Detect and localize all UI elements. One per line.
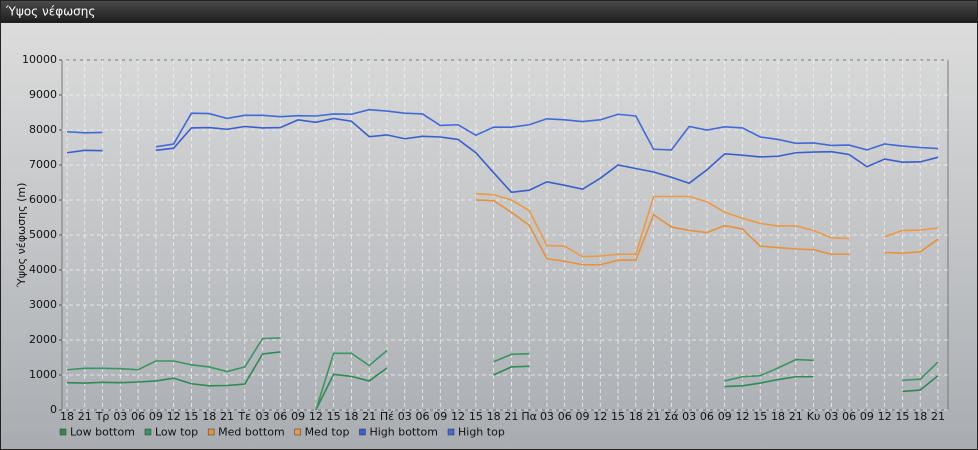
y-tick-label: 2000 bbox=[29, 333, 57, 346]
series-line bbox=[66, 351, 281, 387]
series-line bbox=[155, 117, 939, 194]
legend-label: High top bbox=[458, 426, 505, 439]
x-tick-label: 18 bbox=[60, 410, 74, 423]
series-line bbox=[902, 361, 939, 382]
legend-swatch bbox=[144, 428, 152, 436]
header-bar bbox=[1, 1, 977, 22]
series-line bbox=[155, 108, 939, 151]
x-tick-label: 21 bbox=[362, 410, 376, 423]
x-tick-label: 03 bbox=[113, 410, 127, 423]
x-tick-label: 06 bbox=[558, 410, 572, 423]
series-line bbox=[724, 375, 814, 388]
x-tick-label: 06 bbox=[273, 410, 287, 423]
x-tick-label: 21 bbox=[78, 410, 92, 423]
y-tick-label: 8000 bbox=[29, 123, 57, 136]
x-tick-label: 15 bbox=[753, 410, 767, 423]
x-tick-label: 03 bbox=[824, 410, 838, 423]
series-line bbox=[475, 199, 850, 266]
x-tick-label: Κυ bbox=[807, 410, 821, 423]
x-tick-label: 21 bbox=[789, 410, 803, 423]
series-line bbox=[884, 238, 939, 255]
x-tick-label: 21 bbox=[647, 410, 661, 423]
series-line bbox=[724, 358, 814, 382]
x-tick-label: 03 bbox=[398, 410, 412, 423]
x-tick-label: 06 bbox=[842, 410, 856, 423]
series-line bbox=[475, 192, 850, 258]
x-tick-label: 03 bbox=[682, 410, 696, 423]
legend-label: Med top bbox=[305, 426, 350, 439]
x-tick-label: 18 bbox=[771, 410, 785, 423]
x-tick-label: 09 bbox=[860, 410, 874, 423]
x-tick-label: 18 bbox=[629, 410, 643, 423]
y-tick-label: 9000 bbox=[29, 88, 57, 101]
y-tick-label: 0 bbox=[50, 403, 57, 416]
y-tick-label: 6000 bbox=[29, 193, 57, 206]
x-tick-label: 12 bbox=[593, 410, 607, 423]
series-line bbox=[66, 337, 281, 373]
series-line bbox=[315, 367, 388, 411]
y-axis-label: Ύψος νέφωσης (m) bbox=[15, 183, 28, 289]
x-tick-label: 15 bbox=[469, 410, 483, 423]
y-tick-label: 5000 bbox=[29, 228, 57, 241]
x-tick-label: 21 bbox=[504, 410, 518, 423]
x-tick-label: 09 bbox=[718, 410, 732, 423]
series-line bbox=[493, 365, 530, 376]
series-line bbox=[66, 130, 103, 134]
y-tick-label: 3000 bbox=[29, 298, 57, 311]
x-tick-label: 06 bbox=[416, 410, 430, 423]
x-tick-label: Σά bbox=[664, 410, 678, 423]
x-tick-label: 21 bbox=[220, 410, 234, 423]
y-tick-label: 7000 bbox=[29, 158, 57, 171]
x-tick-label: 15 bbox=[327, 410, 341, 423]
x-tick-label: 12 bbox=[878, 410, 892, 423]
legend-swatch bbox=[447, 428, 455, 436]
x-tick-label: 09 bbox=[575, 410, 589, 423]
x-tick-label: 21 bbox=[931, 410, 945, 423]
x-tick-label: 03 bbox=[540, 410, 554, 423]
x-tick-label: Τρ bbox=[95, 410, 110, 423]
x-tick-label: 18 bbox=[344, 410, 358, 423]
y-tick-label: 1000 bbox=[29, 368, 57, 381]
x-tick-label: Πα bbox=[521, 410, 537, 423]
x-tick-label: 12 bbox=[451, 410, 465, 423]
x-tick-label: 18 bbox=[202, 410, 216, 423]
legend-swatch bbox=[294, 428, 301, 436]
x-tick-label: Πέ bbox=[380, 410, 394, 423]
x-tick-label: 09 bbox=[433, 410, 447, 423]
series-line bbox=[884, 227, 939, 238]
legend-label: Low top bbox=[155, 426, 198, 439]
x-tick-label: 12 bbox=[309, 410, 323, 423]
x-tick-label: 06 bbox=[700, 410, 714, 423]
series-line bbox=[902, 375, 939, 393]
chart-background bbox=[1, 23, 977, 449]
x-tick-label: 15 bbox=[184, 410, 198, 423]
series-line bbox=[315, 349, 388, 411]
x-tick-label: 03 bbox=[256, 410, 270, 423]
x-tick-label: 18 bbox=[913, 410, 927, 423]
legend-label: Med bottom bbox=[218, 426, 285, 439]
x-tick-label: 06 bbox=[131, 410, 145, 423]
x-tick-label: 15 bbox=[611, 410, 625, 423]
x-tick-label: 18 bbox=[487, 410, 501, 423]
chart-title: Ύψος νέφωσης bbox=[5, 5, 95, 19]
legend-swatch bbox=[359, 428, 366, 436]
y-tick-label: 4000 bbox=[29, 263, 57, 276]
legend-label: Low bottom bbox=[70, 426, 135, 439]
x-tick-label: 09 bbox=[149, 410, 163, 423]
legend-swatch bbox=[207, 428, 215, 436]
x-tick-label: 09 bbox=[291, 410, 305, 423]
series-line bbox=[66, 149, 103, 154]
legend-label: High bottom bbox=[369, 426, 438, 439]
legend-swatch bbox=[59, 428, 67, 436]
x-tick-label: 12 bbox=[167, 410, 181, 423]
x-tick-label: 15 bbox=[895, 410, 909, 423]
x-tick-label: Τε bbox=[237, 410, 251, 423]
series-line bbox=[493, 352, 530, 363]
y-tick-label: 10000 bbox=[22, 53, 57, 66]
x-tick-label: 12 bbox=[735, 410, 749, 423]
